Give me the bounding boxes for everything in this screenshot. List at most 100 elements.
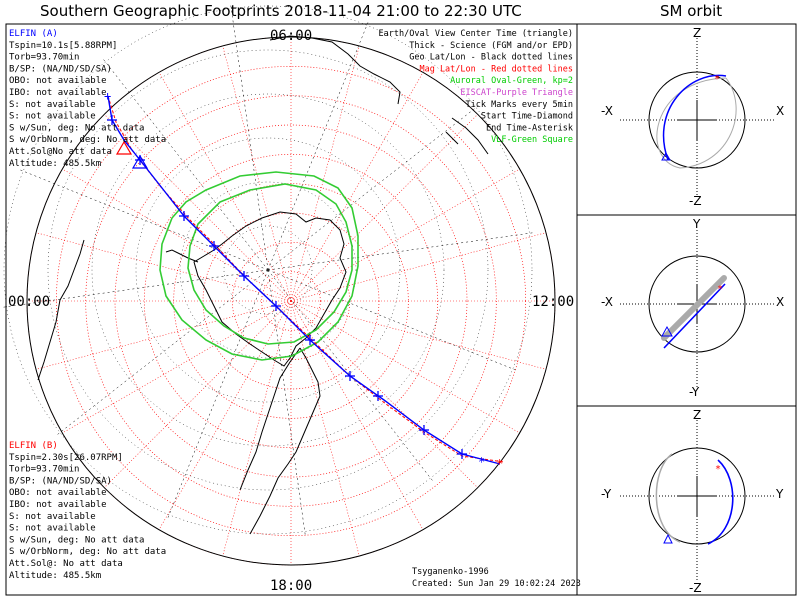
axis-label-top: Y — [692, 217, 701, 231]
elfin_b-line: S w/Sun, deg: No att data — [9, 535, 144, 545]
geo-lat-circle — [3, 5, 533, 535]
elfin-a-center-triangle — [131, 154, 149, 169]
geo-lon-line — [0, 269, 269, 308]
mag-lon-line — [35, 300, 292, 370]
elfin_a-line: Altitude: 485.5km — [9, 159, 101, 169]
elfin_a-line: B/SP: (NA/ND/SD/SA) — [9, 64, 112, 74]
elfin_a-line: IBO: not available — [9, 88, 107, 98]
mag-lon-line — [290, 168, 520, 302]
elfin_b-line: S: not available — [9, 512, 96, 522]
geo-grid — [0, 2, 536, 538]
mag-lon-line — [222, 300, 292, 557]
mag-lat-circle — [114, 124, 468, 478]
elfin_a-line: Tspin=10.1s[5.88RPM] — [9, 41, 117, 51]
new-zealand-coastline — [445, 117, 489, 155]
axis-label-top: Z — [693, 408, 701, 422]
geo-lon-line — [230, 2, 269, 271]
elfin_b-line: OBO: not available — [9, 488, 107, 498]
mag-lon-line — [290, 300, 547, 370]
geo-lon-line — [267, 19, 370, 271]
axis-label-left: -Y — [601, 487, 612, 501]
hour-label-bottom: 18:00 — [270, 578, 312, 594]
elfin_b-line: Torb=93.70min — [9, 465, 79, 475]
elfin_b-line: IBO: not available — [9, 500, 107, 510]
orbit-asterisk: * — [715, 464, 721, 475]
side-panel-frame — [576, 23, 797, 596]
elfin-b-center-triangle — [115, 140, 133, 155]
mag-lat-circle — [261, 271, 321, 331]
legend: Earth/Oval View Center Time (triangle) Th… — [379, 29, 573, 145]
earth-circle — [648, 255, 746, 353]
mag-lon-line — [290, 45, 360, 302]
elfin_b-line: Tspin=2.30s[26.07RPM] — [9, 453, 123, 463]
elfin_a-line: Att.Sol@No att data — [9, 147, 112, 157]
axis-label-right: Y — [775, 487, 784, 501]
legend-entry: Earth/Oval View Center Time (triangle) — [379, 29, 573, 39]
orbit-shadow — [656, 77, 737, 169]
legend-entry: Mag Lat/Lon - Red dotted lines — [419, 64, 573, 74]
elfin_b-line: B/SP: (NA/ND/SD/SA) — [9, 476, 112, 486]
geo-lat-circle — [179, 181, 357, 359]
antarctica-coastline — [193, 211, 347, 367]
mag-lon-line — [62, 168, 292, 302]
legend-entry: Start Time-Diamond — [481, 112, 573, 122]
south-america-coastline — [239, 347, 321, 535]
elfin_a-line: S w/OrbNorm, deg: No att data — [9, 135, 166, 145]
antarctic-peninsula — [165, 249, 199, 263]
elfin-a-orbit — [662, 74, 727, 161]
map-boundary — [26, 36, 556, 566]
mag-lon-line — [158, 300, 292, 530]
axis-label-bottom: -Y — [689, 385, 700, 399]
elfin-b-track — [107, 95, 505, 463]
geo-lat-circle — [223, 225, 313, 315]
elfin_b-line: S w/OrbNorm, deg: No att data — [9, 547, 166, 557]
auroral-oval-inner — [187, 183, 353, 345]
elfin_a-line: OBO: not available — [9, 76, 107, 86]
legend-entry: Geo Lat/Lon - Black dotted lines — [409, 53, 573, 63]
geo-lon-line — [267, 232, 536, 271]
geo-lon-line — [101, 57, 269, 271]
geo-lat-circle — [135, 137, 401, 403]
elfin-b-name: ELFIN (B) — [9, 441, 58, 451]
elfin-a-start-marker: + — [104, 89, 111, 103]
elfin_a-line: S w/Sun, deg: No att data — [9, 123, 144, 133]
sm-orbit-panel-yz: * Z -Z -Y Y — [601, 408, 784, 595]
geo-lon-line — [267, 269, 519, 372]
geo-lon-line — [267, 103, 481, 271]
mag-lat-circle — [85, 95, 497, 507]
geo-lat-circle — [91, 93, 445, 447]
legend-entry: End Time-Asterisk — [486, 123, 573, 133]
axis-label-bottom: -Z — [689, 194, 702, 208]
orbit-shadow — [661, 275, 727, 341]
elfin_b-line: S: not available — [9, 524, 96, 534]
elfin-a-name: ELFIN (A) — [9, 29, 58, 39]
orbit-triangle — [663, 533, 673, 544]
australia-coastline — [269, 35, 401, 105]
legend-entry: Tick Marks every 5min — [466, 100, 573, 110]
legend-entry: VLF-Green Square — [491, 135, 573, 145]
geo-lon-line — [55, 269, 269, 437]
mag-lon-line — [104, 300, 292, 488]
elfin-a-tick-marks — [107, 115, 467, 459]
elfin_a-line: Torb=93.70min — [9, 53, 79, 63]
geo-lat-circle — [47, 49, 489, 491]
polar-map: + * * 06:00 00:00 12:00 18:00 — [0, 2, 574, 594]
axis-label-bottom: -Z — [689, 581, 702, 595]
sm-orbit-panel-xz: * Z -Z -X X — [601, 26, 784, 208]
geo-lon-line — [267, 269, 306, 538]
legend-entry: Auroral Oval-Green, kp=2 — [450, 76, 573, 86]
elfin-b-info: ELFIN (B) Tspin=2.30s[26.07RPM] Torb=93.7… — [9, 441, 166, 581]
mag-lon-line — [290, 232, 547, 302]
mag-lon-line — [290, 300, 520, 434]
mag-lon-line — [290, 300, 424, 530]
elfin-a-track — [107, 95, 501, 465]
sm-orbit-panel-xy: * Y -Y -X X — [601, 217, 784, 399]
elfin-a-orbit — [663, 283, 726, 349]
elfin-b-end-asterisk: * — [496, 457, 503, 471]
mag-lon-line — [290, 72, 424, 302]
created-timestamp: Created: Sun Jan 29 10:02:24 2023 — [412, 579, 581, 589]
earth-circle — [648, 447, 746, 545]
africa-coastline — [37, 239, 85, 381]
orbit-asterisk: * — [714, 74, 720, 85]
